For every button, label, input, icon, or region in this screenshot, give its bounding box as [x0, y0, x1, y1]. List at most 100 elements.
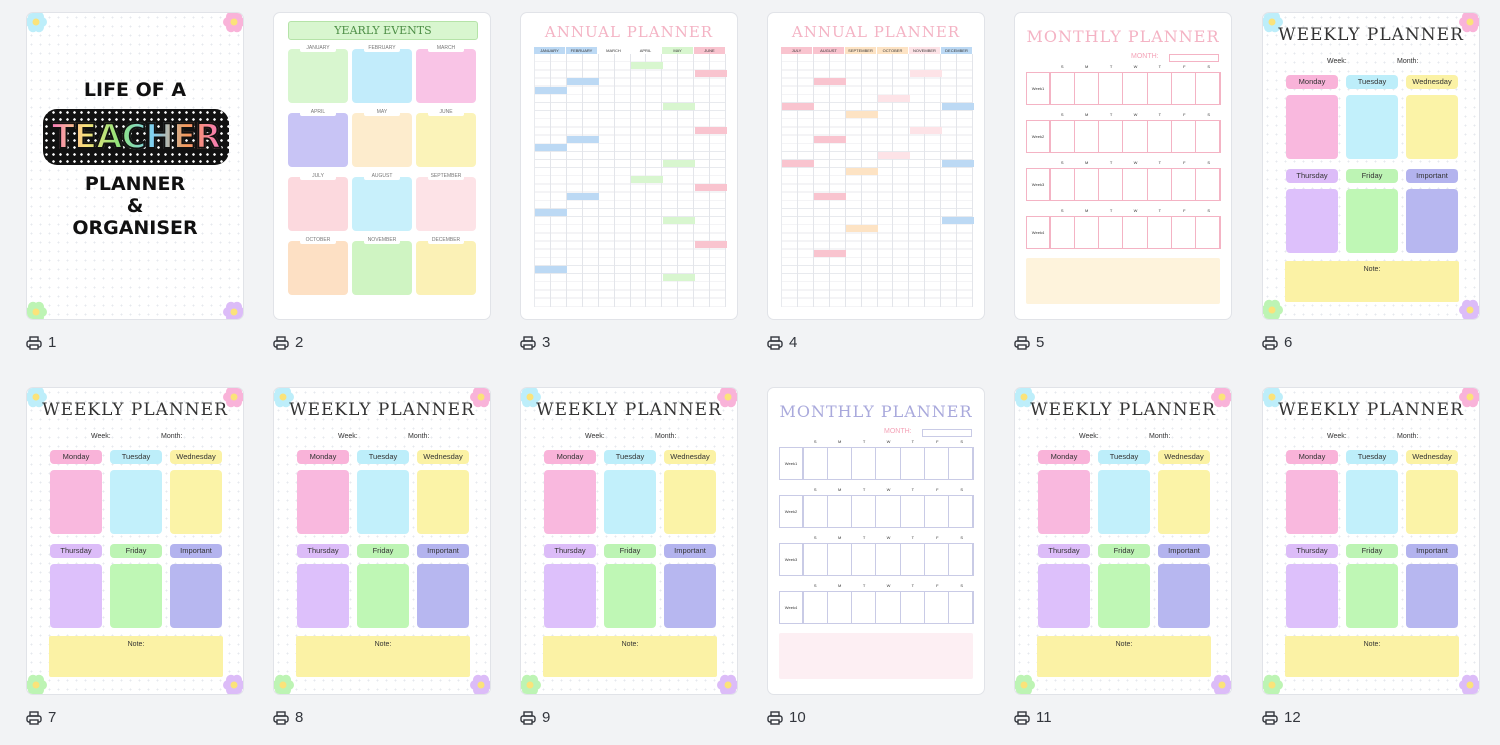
day-cell[interactable]: [1123, 73, 1148, 104]
page-thumbnail[interactable]: WEEKLY PLANNER Week: Month: Monday Tuesday We…: [1014, 387, 1234, 726]
page-preview[interactable]: WEEKLY PLANNER Week: Month: Monday Tuesday We…: [1262, 12, 1480, 320]
day-box-thursday[interactable]: [1038, 564, 1090, 628]
day-box-wednesday[interactable]: [664, 470, 716, 534]
day-box-tuesday[interactable]: [1346, 95, 1398, 159]
page-preview[interactable]: YEARLY EVENTS JANUARY FEBRUARY MARCH APRIL MA…: [273, 12, 491, 320]
day-cell[interactable]: [1172, 169, 1196, 200]
printer-icon[interactable]: [520, 710, 536, 725]
notes-box[interactable]: Note:: [296, 636, 470, 677]
page-preview[interactable]: MONTHLY PLANNER MONTH: S M T W T F S Week1 S M T W T F S…: [767, 387, 985, 695]
day-cell[interactable]: [1099, 73, 1124, 104]
page-preview[interactable]: LIFE OF A TEACHER PLANNER & ORGANISER: [26, 12, 244, 320]
day-box-monday[interactable]: [1286, 95, 1338, 159]
printer-icon[interactable]: [1014, 335, 1030, 350]
page-preview[interactable]: WEEKLY PLANNER Week: Month: Monday Tuesday We…: [1262, 387, 1480, 695]
day-box-tuesday[interactable]: [1346, 470, 1398, 534]
day-box-tuesday[interactable]: [110, 470, 162, 534]
printer-icon[interactable]: [1014, 710, 1030, 725]
day-cell[interactable]: [828, 544, 853, 575]
day-box-wednesday[interactable]: [1158, 470, 1210, 534]
day-cell[interactable]: [828, 496, 853, 527]
day-cell[interactable]: [876, 544, 901, 575]
day-cell[interactable]: [1099, 217, 1124, 248]
day-box-important[interactable]: [1406, 189, 1458, 253]
day-box-monday[interactable]: [544, 470, 596, 534]
day-cell[interactable]: [876, 448, 901, 479]
month-input-field[interactable]: [1169, 54, 1219, 62]
day-cell[interactable]: [1172, 121, 1196, 152]
day-cell[interactable]: [1123, 121, 1148, 152]
day-cell[interactable]: [876, 592, 901, 623]
printer-icon[interactable]: [273, 335, 289, 350]
day-cell[interactable]: [1148, 73, 1172, 104]
page-preview[interactable]: ANNUAL PLANNER JULY AUGUST SEPTEMBER OCTOBER…: [767, 12, 985, 320]
day-cell[interactable]: [1196, 121, 1220, 152]
day-box-thursday[interactable]: [50, 564, 102, 628]
day-cell[interactable]: [949, 448, 973, 479]
day-cell[interactable]: [1196, 73, 1220, 104]
printer-icon[interactable]: [26, 335, 42, 350]
day-box-wednesday[interactable]: [170, 470, 222, 534]
notes-box[interactable]: Note:: [543, 636, 717, 677]
day-cell[interactable]: [852, 496, 877, 527]
day-cell[interactable]: [901, 496, 925, 527]
day-cell[interactable]: [1075, 121, 1100, 152]
printer-icon[interactable]: [520, 335, 536, 350]
day-box-important[interactable]: [664, 564, 716, 628]
page-preview[interactable]: WEEKLY PLANNER Week: Month: Monday Tuesday We…: [273, 387, 491, 695]
day-cell[interactable]: [852, 544, 877, 575]
day-cell[interactable]: [949, 496, 973, 527]
day-box-important[interactable]: [1406, 564, 1458, 628]
day-box-important[interactable]: [170, 564, 222, 628]
day-cell[interactable]: [876, 496, 901, 527]
page-preview[interactable]: WEEKLY PLANNER Week: Month: Monday Tuesday We…: [26, 387, 244, 695]
day-cell[interactable]: [1075, 169, 1100, 200]
day-cell[interactable]: [1051, 169, 1076, 200]
day-cell[interactable]: [828, 592, 853, 623]
day-box-tuesday[interactable]: [1098, 470, 1150, 534]
day-box-friday[interactable]: [604, 564, 656, 628]
day-box-thursday[interactable]: [297, 564, 349, 628]
page-thumbnail[interactable]: ANNUAL PLANNER JULY AUGUST SEPTEMBER OCTOBER…: [767, 12, 987, 351]
printer-icon[interactable]: [767, 710, 783, 725]
day-cell[interactable]: [1172, 217, 1196, 248]
day-box-friday[interactable]: [1346, 564, 1398, 628]
day-cell[interactable]: [804, 496, 829, 527]
day-box-monday[interactable]: [1286, 470, 1338, 534]
day-cell[interactable]: [1148, 169, 1172, 200]
day-cell[interactable]: [1075, 73, 1100, 104]
month-input-field[interactable]: [922, 429, 972, 437]
day-box-wednesday[interactable]: [1406, 470, 1458, 534]
page-thumbnail[interactable]: MONTHLY PLANNER MONTH: S M T W T F S Week1 S M T W T F S…: [1014, 12, 1234, 351]
day-box-tuesday[interactable]: [357, 470, 409, 534]
day-cell[interactable]: [828, 448, 853, 479]
page-thumbnail[interactable]: WEEKLY PLANNER Week: Month: Monday Tuesday We…: [520, 387, 740, 726]
printer-icon[interactable]: [26, 710, 42, 725]
notes-box[interactable]: Note:: [1285, 261, 1459, 302]
day-box-tuesday[interactable]: [604, 470, 656, 534]
page-preview[interactable]: WEEKLY PLANNER Week: Month: Monday Tuesday We…: [520, 387, 738, 695]
day-box-friday[interactable]: [357, 564, 409, 628]
day-cell[interactable]: [1196, 217, 1220, 248]
day-cell[interactable]: [925, 448, 949, 479]
day-cell[interactable]: [1123, 169, 1148, 200]
day-cell[interactable]: [949, 592, 973, 623]
day-cell[interactable]: [804, 592, 829, 623]
day-cell[interactable]: [1099, 169, 1124, 200]
printer-icon[interactable]: [273, 710, 289, 725]
day-cell[interactable]: [901, 544, 925, 575]
day-cell[interactable]: [925, 496, 949, 527]
day-box-monday[interactable]: [1038, 470, 1090, 534]
printer-icon[interactable]: [767, 335, 783, 350]
page-thumbnail[interactable]: WEEKLY PLANNER Week: Month: Monday Tuesday We…: [26, 387, 246, 726]
day-box-thursday[interactable]: [1286, 564, 1338, 628]
day-cell[interactable]: [925, 544, 949, 575]
notes-area[interactable]: [779, 633, 973, 679]
day-cell[interactable]: [1099, 121, 1124, 152]
day-cell[interactable]: [852, 448, 877, 479]
day-box-monday[interactable]: [297, 470, 349, 534]
day-cell[interactable]: [1051, 73, 1076, 104]
day-cell[interactable]: [949, 544, 973, 575]
notes-area[interactable]: [1026, 258, 1220, 304]
printer-icon[interactable]: [1262, 710, 1278, 725]
